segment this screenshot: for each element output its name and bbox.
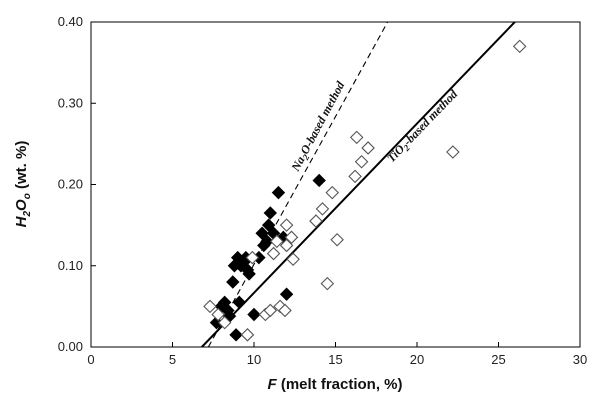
open-diamond-point xyxy=(203,299,217,314)
filled-diamond-point xyxy=(312,173,326,188)
x-tick-label: 15 xyxy=(328,352,342,367)
y-tick-label: 0.20 xyxy=(58,177,83,192)
x-tick-label: 30 xyxy=(573,352,587,367)
y-tick-label: 0.00 xyxy=(58,339,83,354)
axis-ticks xyxy=(90,21,581,348)
na2o-line-label: Na2O-based method xyxy=(288,78,350,175)
x-tick-label: 20 xyxy=(410,352,424,367)
open-diamond-point xyxy=(320,276,335,291)
x-tick-label: 25 xyxy=(491,352,505,367)
y-axis-title-sub1: 2 xyxy=(22,211,33,218)
filled-diamond-point xyxy=(247,307,261,322)
y-axis-title-sub2: o xyxy=(22,193,33,199)
tio2-label-sub: 2 xyxy=(401,142,412,153)
open-diamond-point xyxy=(284,230,299,245)
open-diamond-point xyxy=(279,238,294,253)
filled-diamond-point xyxy=(232,295,247,310)
y-tick-label: 0.40 xyxy=(58,14,83,29)
y-tick-label: 0.30 xyxy=(58,95,83,110)
open-diamond-point xyxy=(446,145,460,159)
open-diamond-point xyxy=(309,214,323,228)
open-diamond-point xyxy=(245,250,260,265)
tio2-label-b: -based method xyxy=(400,86,461,148)
open-diamond-point xyxy=(361,141,375,155)
open-diamond-point xyxy=(211,307,225,322)
na2o-method-line xyxy=(207,22,389,347)
na2o-label-a: Na xyxy=(288,154,308,174)
x-axis-title-var: F xyxy=(267,376,277,393)
y-tick-label: 0.10 xyxy=(58,258,83,273)
open-diamond-point xyxy=(354,154,369,169)
y-axis-title: H2Oo (wt. %) xyxy=(13,141,33,228)
y-axis-title-h: H xyxy=(13,215,30,227)
x-tick-label: 5 xyxy=(169,352,176,367)
x-axis-title-text: (melt fraction, %) xyxy=(277,376,403,393)
tio2-method-line xyxy=(201,22,516,347)
na2o-label-sub: 2 xyxy=(300,152,312,162)
open-diamond-point xyxy=(263,303,278,318)
filled-diamond-point xyxy=(229,328,243,342)
y-axis-title-unit: (wt. %) xyxy=(13,141,30,194)
open-diamond-point xyxy=(266,246,281,261)
filled-diamond-point xyxy=(226,275,240,289)
open-diamond-point xyxy=(349,130,364,145)
open-diamond-point xyxy=(270,234,284,249)
filled-diamond-point xyxy=(255,226,269,240)
plot-frame xyxy=(90,21,581,348)
fit-lines xyxy=(201,22,516,347)
na2o-label-b: O-based method xyxy=(297,78,348,156)
open-diamond-point xyxy=(315,202,330,216)
filled-diamond-point xyxy=(263,206,278,220)
x-tick-label: 10 xyxy=(247,352,261,367)
filled-diamond-point xyxy=(261,218,276,232)
open-diamond-point xyxy=(325,185,340,200)
x-axis-title: F (melt fraction, %) xyxy=(267,376,402,393)
tick-labels: 0 5 10 15 20 25 30 0.00 0.10 0.20 0.30 0.40 xyxy=(58,14,588,367)
filled-diamond-point xyxy=(260,234,274,249)
data-points xyxy=(203,39,527,342)
open-diamond-point xyxy=(217,315,232,330)
open-diamond-point xyxy=(286,252,300,267)
open-diamond-point xyxy=(279,218,294,232)
open-diamond-point xyxy=(512,39,527,54)
x-tick-label: 0 xyxy=(87,352,94,367)
open-diamond-point xyxy=(348,169,362,184)
open-diamond-point xyxy=(240,328,255,342)
y-axis-title-o: O xyxy=(13,199,30,211)
filled-diamond-point xyxy=(271,185,286,200)
filled-diamond-point xyxy=(279,287,294,301)
filled-diamond-point xyxy=(242,267,256,281)
open-diamond-point xyxy=(278,303,292,318)
open-diamond-point xyxy=(330,232,344,247)
